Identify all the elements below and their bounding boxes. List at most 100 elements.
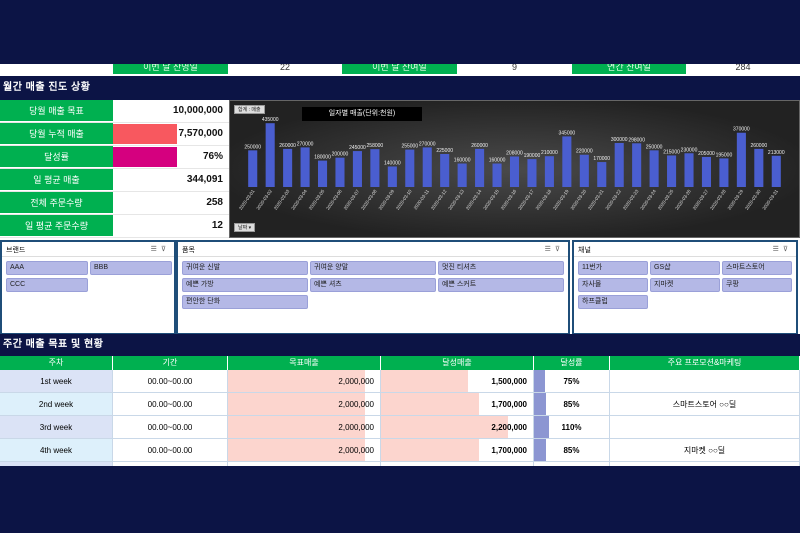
slicer-item[interactable]: CCC (6, 278, 88, 292)
target-cell[interactable]: 2,000,000 (228, 393, 381, 416)
chart-x-tick-label: 2020-03-23 (622, 188, 640, 210)
achieved-cell[interactable]: 1,500,000 (381, 370, 534, 393)
target-databar (228, 393, 365, 415)
slicer-item[interactable]: 귀여운 양말 (310, 261, 436, 275)
slicer-item[interactable]: 자사몰 (578, 278, 648, 292)
week-cell[interactable]: 1st week (0, 370, 113, 393)
daily-sales-chart[interactable]: 합계 : 매출 일자별 매출(단위:천원) 250000 2020-03-01 43… (229, 100, 800, 238)
sum-field-button[interactable]: 합계 : 매출 (234, 105, 265, 114)
promo-cell[interactable] (610, 370, 800, 393)
chart-bar[interactable] (422, 147, 432, 187)
achieved-cell[interactable]: 2,200,000 (381, 416, 534, 439)
slicer-item[interactable]: 스마트스토어 (722, 261, 792, 275)
period-cell[interactable]: 00.00~00.00 (113, 439, 228, 462)
kpi-value[interactable]: 258 (206, 197, 223, 208)
kpi-value[interactable]: 10,000,000 (172, 105, 223, 116)
slicer-item[interactable]: 편안한 단화 (182, 295, 308, 309)
chart-bar[interactable] (684, 153, 694, 187)
brand-slicer: 브랜드 ☰⊽ AAA BBB CCC (0, 240, 176, 335)
chart-bar[interactable] (335, 157, 345, 187)
chart-x-tick-label: 2020-03-16 (500, 188, 518, 210)
rate-cell[interactable]: 75% (534, 370, 610, 393)
slicer-item[interactable]: 멋진 티셔츠 (438, 261, 564, 275)
chart-bar[interactable] (719, 158, 729, 187)
rate-value: 110% (561, 423, 582, 432)
slicer-item[interactable]: 하프클럽 (578, 295, 648, 309)
chart-bar[interactable] (440, 154, 450, 187)
chart-bar[interactable] (614, 143, 624, 187)
rate-cell[interactable]: 85% (534, 439, 610, 462)
slicer-item[interactable]: AAA (6, 261, 88, 275)
chart-bar[interactable] (649, 150, 659, 187)
slicer-item[interactable]: 귀여운 신발 (182, 261, 308, 275)
slicer-item[interactable]: 예쁜 스커트 (438, 278, 564, 292)
chart-data-label: 160000 (454, 158, 471, 164)
promo-cell[interactable]: 지마켓 ○○딜 (610, 439, 800, 462)
clear-filter-icon[interactable]: ⊽ (160, 246, 170, 253)
chart-x-tick-label: 2020-03-03 (273, 188, 291, 210)
slicer-item[interactable]: 지마켓 (650, 278, 720, 292)
slicer-item[interactable]: 예쁜 가방 (182, 278, 308, 292)
chart-data-label: 225000 (436, 148, 453, 154)
clear-filter-icon[interactable]: ⊽ (782, 246, 792, 253)
chart-x-tick-label: 2020-03-07 (343, 188, 361, 210)
promo-cell[interactable]: 스마트스토어 ○○딜 (610, 393, 800, 416)
kpi-value[interactable]: 76% (202, 151, 223, 162)
chart-bar[interactable] (701, 156, 712, 187)
chart-bar[interactable] (527, 159, 537, 187)
promo-cell[interactable] (610, 416, 800, 439)
chart-bar[interactable] (387, 166, 397, 187)
rate-cell[interactable]: 110% (534, 416, 610, 439)
chart-bar[interactable] (352, 151, 362, 187)
chart-data-label: 298000 (628, 137, 645, 143)
kpi-value[interactable]: 12 (211, 220, 223, 231)
multi-select-icon[interactable]: ☰ (544, 246, 555, 253)
week-cell[interactable]: 2nd week (0, 393, 113, 416)
chart-bar[interactable] (509, 156, 520, 187)
achieved-cell[interactable]: 1,700,000 (381, 393, 534, 416)
chart-bar[interactable] (492, 163, 502, 187)
chart-bar[interactable] (579, 154, 589, 187)
col-week: 주차 (0, 356, 113, 370)
multi-select-icon[interactable]: ☰ (150, 246, 161, 253)
target-cell[interactable]: 2,000,000 (228, 416, 381, 439)
week-cell[interactable]: 3rd week (0, 416, 113, 439)
target-cell[interactable]: 2,000,000 (228, 370, 381, 393)
achieved-cell[interactable]: 1,700,000 (381, 439, 534, 462)
chart-bar[interactable] (475, 148, 485, 187)
chart-bar[interactable] (265, 123, 275, 187)
chart-bar[interactable] (248, 150, 258, 187)
kpi-row-orders: 전체 주문수량 258 (0, 192, 229, 215)
chart-bar[interactable] (283, 148, 293, 187)
slicer-item[interactable]: GS샵 (650, 261, 720, 275)
chart-bar[interactable] (736, 132, 746, 187)
kpi-row-cumulative: 당월 누적 매출 7,570,000 (0, 123, 229, 146)
date-filter-button[interactable]: 날짜 ▾ (234, 223, 256, 232)
chart-bar[interactable] (317, 160, 328, 187)
slicer-item[interactable]: BBB (90, 261, 172, 275)
kpi-value[interactable]: 344,091 (186, 174, 223, 185)
slicer-item[interactable]: 예쁜 셔츠 (310, 278, 436, 292)
period-cell[interactable]: 00.00~00.00 (113, 393, 228, 416)
multi-select-icon[interactable]: ☰ (772, 246, 783, 253)
period-cell[interactable]: 00.00~00.00 (113, 416, 228, 439)
chart-bar[interactable] (562, 136, 572, 187)
target-cell[interactable]: 2,000,000 (228, 439, 381, 462)
chart-bar[interactable] (457, 163, 467, 187)
chart-bar[interactable] (771, 155, 781, 187)
chart-bar[interactable] (544, 156, 554, 187)
clear-filter-icon[interactable]: ⊽ (554, 246, 564, 253)
chart-bar[interactable] (370, 149, 380, 187)
chart-bar[interactable] (300, 147, 310, 187)
chart-bar[interactable] (667, 155, 677, 187)
chart-bar[interactable] (754, 148, 764, 187)
slicer-item[interactable]: 11번가 (578, 261, 648, 275)
chart-bar[interactable] (405, 149, 415, 187)
slicer-item[interactable]: 쿠팡 (722, 278, 792, 292)
chart-bar[interactable] (597, 162, 607, 187)
week-cell[interactable]: 4th week (0, 439, 113, 462)
period-cell[interactable]: 00.00~00.00 (113, 370, 228, 393)
chart-bar[interactable] (632, 143, 642, 187)
kpi-value[interactable]: 7,570,000 (178, 128, 224, 139)
rate-cell[interactable]: 85% (534, 393, 610, 416)
